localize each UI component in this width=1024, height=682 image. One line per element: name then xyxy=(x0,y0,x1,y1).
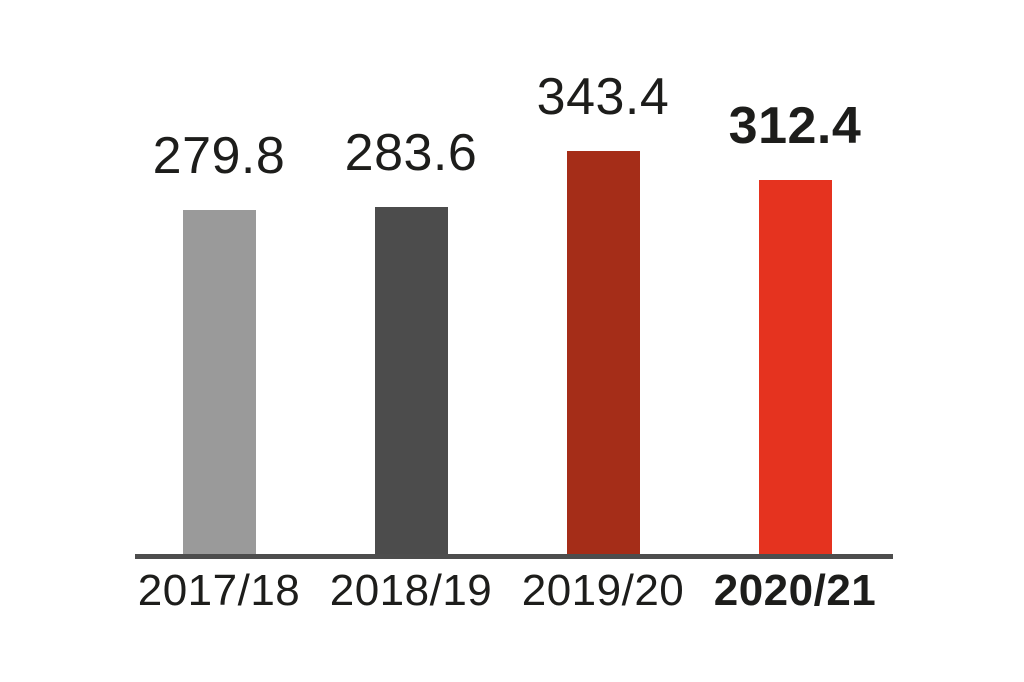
value-label: 283.6 xyxy=(344,124,478,182)
category-label: 2019/20 xyxy=(521,566,685,615)
value-label: 312.4 xyxy=(728,97,862,155)
x-axis-line xyxy=(135,554,893,559)
value-label: 343.4 xyxy=(536,68,670,126)
value-label: 279.8 xyxy=(152,127,286,185)
category-label: 2018/19 xyxy=(329,566,493,615)
category-label: 2017/18 xyxy=(137,566,301,615)
bar xyxy=(182,210,256,558)
bar xyxy=(758,180,832,558)
category-label: 2020/21 xyxy=(713,566,877,615)
bar xyxy=(566,151,640,558)
bar xyxy=(374,207,448,558)
